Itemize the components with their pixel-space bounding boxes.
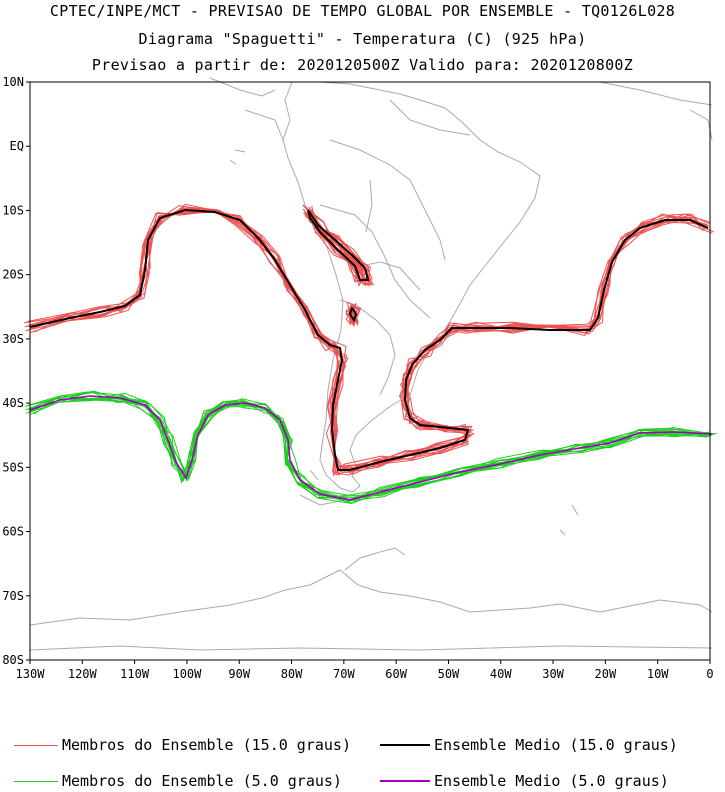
lon-tick-label: 0 — [706, 667, 713, 681]
lon-tick-label: 90W — [228, 667, 250, 681]
ensemble-member-contour — [25, 206, 707, 470]
lat-tick-label: 50S — [2, 460, 24, 474]
ensemble-member-contour — [32, 395, 711, 502]
lon-tick-label: 130W — [16, 667, 46, 681]
lon-tick-label: 60W — [385, 667, 407, 681]
map-frame — [29, 81, 711, 661]
legend-label: Ensemble Medio (15.0 graus) — [434, 736, 678, 754]
legend-label: Membros do Ensemble (15.0 graus) — [62, 736, 351, 754]
members-15-contours — [24, 203, 714, 477]
ensemble-member-contour — [30, 210, 704, 476]
ensemble-member-contour — [33, 209, 711, 469]
lat-tick-label: 70S — [2, 589, 24, 603]
ensemble-member-contour — [24, 209, 713, 473]
lon-tick-label: 40W — [490, 667, 512, 681]
legend-members-5: Membros do Ensemble (5.0 graus) — [14, 772, 342, 790]
lat-tick-label: EQ — [10, 139, 24, 153]
title-line-2: Diagrama "Spaguetti" - Temperatura (C) (… — [138, 30, 587, 48]
lon-tick-label: 50W — [438, 667, 460, 681]
lat-tick-label: 40S — [2, 396, 24, 410]
lon-tick-label: 80W — [281, 667, 303, 681]
legend-members-15: Membros do Ensemble (15.0 graus) — [14, 736, 351, 754]
lat-tick-label: 60S — [2, 525, 24, 539]
lon-tick-label: 20W — [595, 667, 617, 681]
legend-label: Membros do Ensemble (5.0 graus) — [62, 772, 342, 790]
title-line-1: CPTEC/INPE/MCT - PREVISAO DE TEMPO GLOBA… — [49, 2, 676, 20]
ensemble-member-contour — [27, 394, 709, 500]
ensemble-member-contour — [26, 206, 708, 473]
ensemble-member-contour — [28, 209, 708, 473]
lon-tick-label: 70W — [333, 667, 355, 681]
lat-tick-label: 80S — [2, 653, 24, 667]
lon-tick-label: 120W — [68, 667, 98, 681]
ensemble-member-contour — [24, 211, 707, 475]
ensemble-member-contour — [345, 309, 360, 323]
legend-mean-15: Ensemble Medio (15.0 graus) — [380, 736, 678, 754]
legend-mean-5: Ensemble Medio (5.0 graus) — [380, 772, 669, 790]
mean-15-contours — [29, 208, 709, 471]
legend-swatch — [380, 744, 430, 746]
spaghetti-map: 10N EQ 10S 20S 30S 40S 50S 60S 70S 80S 130W 120W 11… — [2, 75, 717, 681]
ensemble-member-contour — [34, 209, 706, 467]
ensemble-member-contour — [29, 397, 708, 504]
ensemble-member-contour — [27, 398, 714, 504]
ensemble-member-contour — [346, 301, 361, 325]
lat-tick-label: 20S — [2, 268, 24, 282]
ensemble-member-contour — [33, 205, 705, 472]
ensemble-member-contour — [31, 207, 710, 477]
legend-swatch — [380, 780, 430, 782]
title-line-3: Previsao a partir de: 2020120500Z Valido… — [91, 56, 634, 74]
lat-tick-label: 30S — [2, 332, 24, 346]
lon-tick-label: 30W — [542, 667, 564, 681]
members-5-contours — [24, 390, 717, 504]
ensemble-member-contour — [347, 308, 354, 323]
mean-5-contours — [29, 395, 713, 501]
legend-swatch — [14, 780, 58, 782]
lon-tick-label: 110W — [120, 667, 150, 681]
ensemble-member-contour — [29, 211, 710, 476]
legend-swatch — [14, 744, 58, 746]
lat-tick-label: 10N — [2, 75, 24, 89]
lat-tick-label: 10S — [2, 203, 24, 217]
legend-label: Ensemble Medio (5.0 graus) — [434, 772, 669, 790]
lon-tick-label: 100W — [172, 667, 202, 681]
coastlines — [29, 77, 713, 651]
lon-tick-label: 10W — [647, 667, 669, 681]
ensemble-member-contour — [27, 203, 714, 476]
